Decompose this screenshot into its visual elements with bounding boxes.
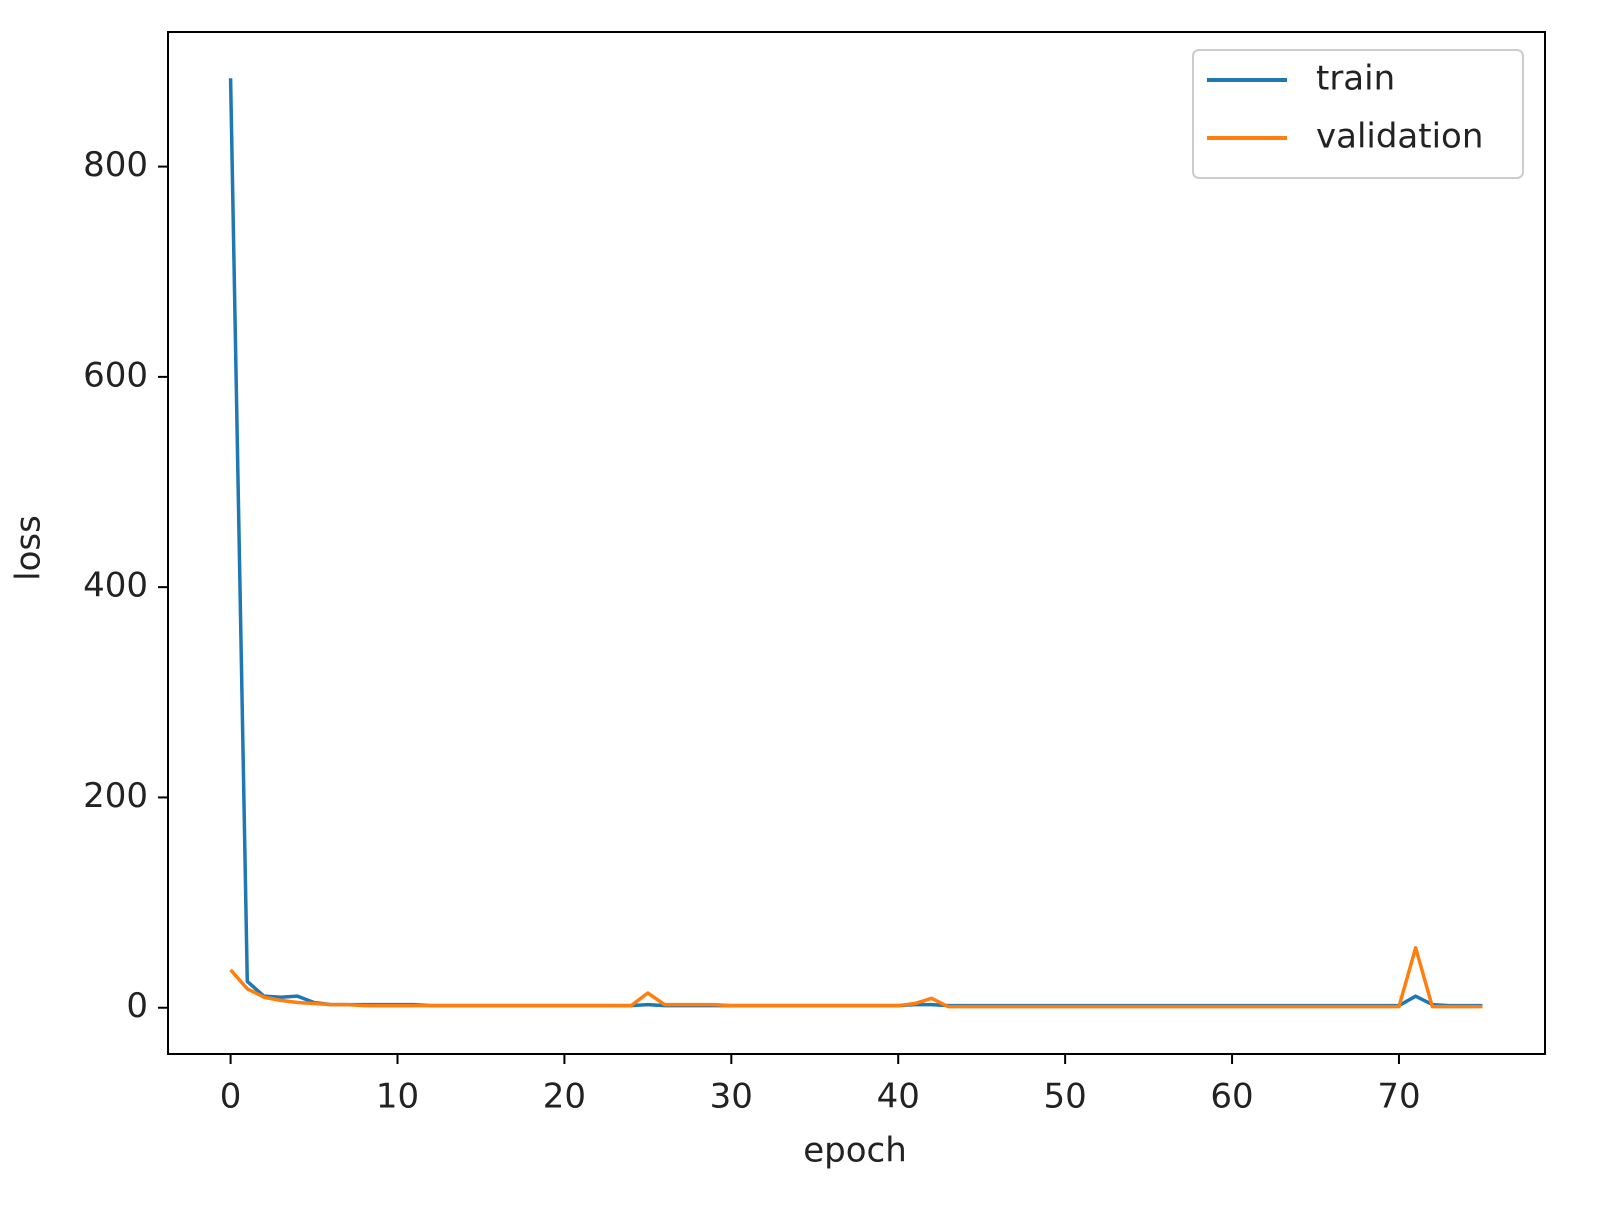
x-tick-label: 60 bbox=[1210, 1077, 1253, 1117]
x-tick-label: 30 bbox=[710, 1077, 753, 1117]
x-tick-label: 10 bbox=[376, 1077, 419, 1117]
y-tick-label: 400 bbox=[83, 566, 148, 606]
y-tick-label: 800 bbox=[83, 145, 148, 185]
x-tick-label: 20 bbox=[543, 1077, 586, 1117]
x-tick-label: 50 bbox=[1044, 1077, 1087, 1117]
y-tick-label: 0 bbox=[126, 986, 148, 1026]
y-axis-label: loss bbox=[9, 515, 49, 581]
x-tick-label: 70 bbox=[1377, 1077, 1420, 1117]
line-series bbox=[229, 946, 1483, 1009]
y-tick-label: 200 bbox=[83, 776, 148, 816]
y-tick-label: 600 bbox=[83, 355, 148, 395]
plot-frame bbox=[167, 31, 1546, 1055]
legend-label: validation bbox=[1316, 117, 1483, 157]
legend-label: train bbox=[1316, 59, 1395, 99]
x-axis-label: epoch bbox=[803, 1131, 907, 1171]
x-tick-label: 40 bbox=[877, 1077, 920, 1117]
x-tick-label: 0 bbox=[220, 1077, 242, 1117]
